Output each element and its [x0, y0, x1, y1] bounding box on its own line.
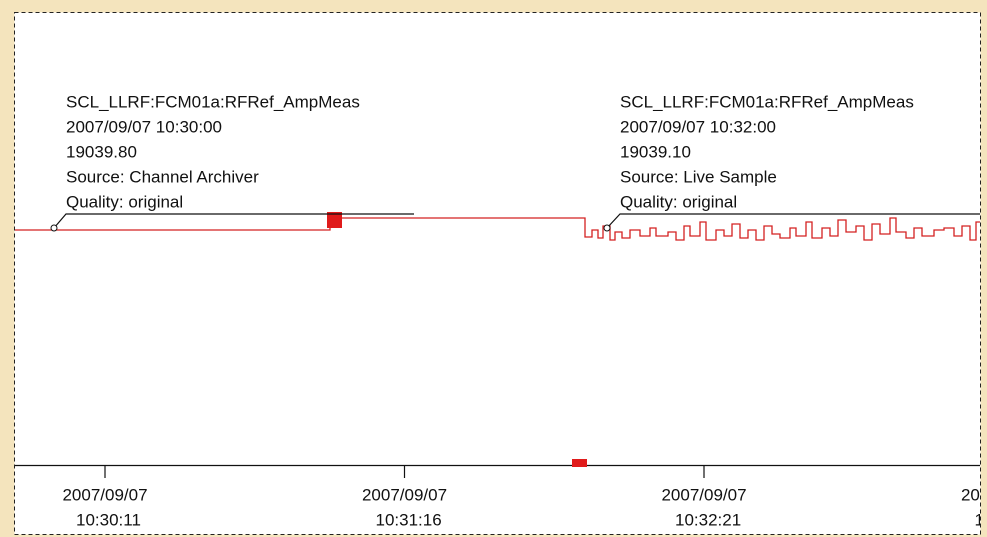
annotation-line: 19039.10 — [620, 142, 691, 161]
annotation-connector — [53, 213, 414, 229]
x-tick-date: 2007/09/07 — [362, 485, 447, 504]
annotation-line: 19039.80 — [66, 142, 137, 161]
sample-marker — [327, 212, 342, 228]
annotation-line: SCL_LLRF:FCM01a:RFRef_AmpMeas — [620, 92, 914, 111]
x-tick-date: 2007/09/07 — [961, 485, 987, 504]
plot-area — [14, 12, 981, 535]
annotation-line: Source: Live Sample — [620, 167, 777, 186]
annotation-line: Quality: original — [66, 192, 183, 211]
annotation-connector — [606, 213, 980, 229]
annotation-line: Source: Channel Archiver — [66, 167, 259, 186]
trace-line — [15, 217, 980, 241]
annotation-anchor — [50, 224, 58, 232]
annotation-anchor — [603, 224, 611, 232]
x-tick-time: 10:30:11 — [76, 510, 141, 529]
annotation-line: 2007/09/07 10:32:00 — [620, 117, 776, 136]
x-tick-date: 2007/09/07 — [661, 485, 746, 504]
annotation-line: 2007/09/07 10:30:00 — [66, 117, 222, 136]
axis-marker — [572, 459, 587, 467]
plot-content: SCL_LLRF:FCM01a:RFRef_AmpMeas 2007/09/07 … — [15, 92, 987, 529]
x-tick-date: 2007/09/07 — [62, 485, 147, 504]
annotation-line: Quality: original — [620, 192, 737, 211]
annotation-line: SCL_LLRF:FCM01a:RFRef_AmpMeas — [66, 92, 360, 111]
x-tick-time: 10:33:26 — [975, 510, 987, 529]
x-tick-time: 10:31:16 — [376, 510, 442, 529]
x-tick-time: 10:32:21 — [675, 510, 741, 529]
